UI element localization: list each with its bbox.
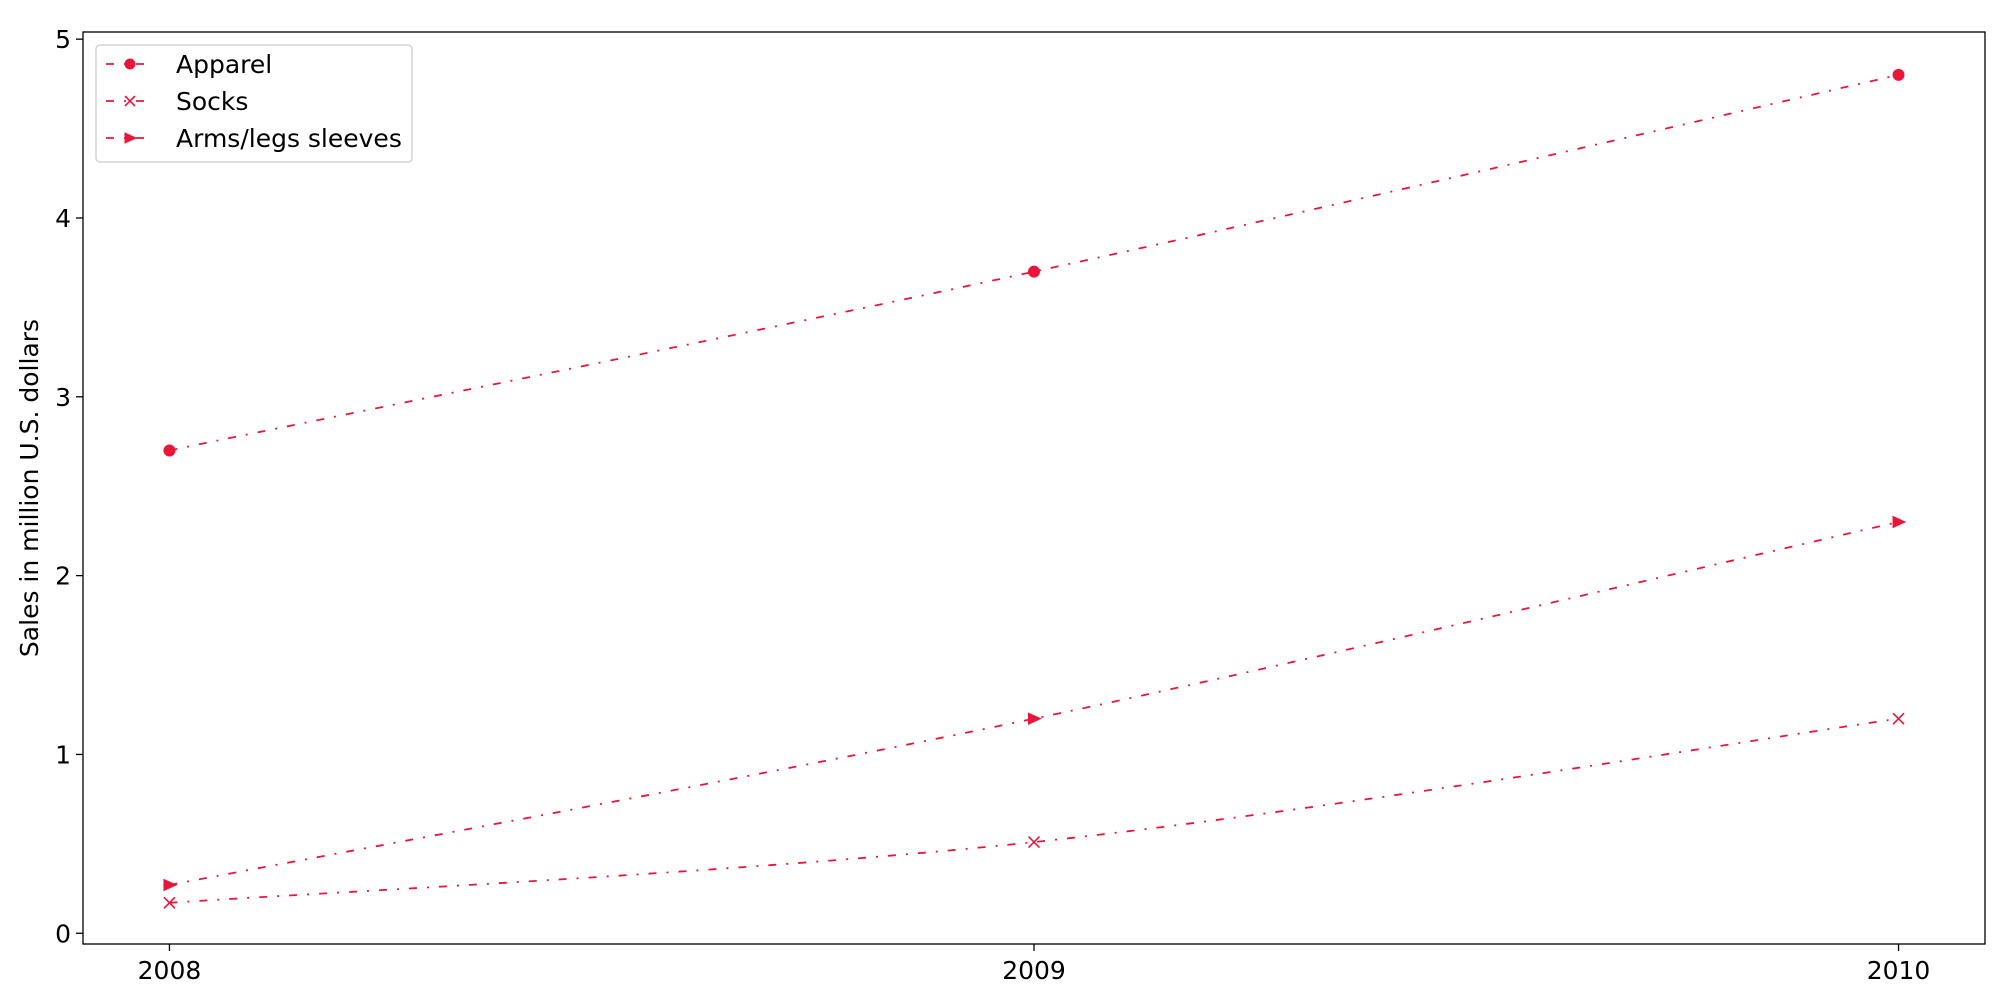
x-tick-label: 2010: [1867, 956, 1931, 985]
legend-item: Arms/legs sleeves: [106, 124, 402, 153]
series-line: [169, 717, 1899, 904]
series-apparel: [163, 68, 1905, 457]
y-tick-label: 0: [55, 919, 71, 948]
legend-item: Apparel: [106, 50, 272, 79]
y-tick-label: 1: [55, 740, 71, 769]
data-point: [1892, 515, 1907, 529]
x-tick-label: 2009: [1002, 956, 1066, 985]
data-point: [124, 132, 138, 144]
data-point: [124, 95, 136, 107]
y-tick-label: 3: [55, 383, 71, 412]
series-arms-legs-sleeves: [163, 515, 1907, 892]
plot-area-frame: [82, 31, 1986, 945]
data-point: [1027, 836, 1041, 849]
y-axis: 0 1 2 3 4 5: [55, 25, 83, 948]
y-tick-label: 4: [55, 204, 71, 233]
series-socks: [163, 712, 1905, 909]
legend-label: Arms/legs sleeves: [176, 124, 402, 153]
data-point: [124, 58, 136, 70]
legend: Apparel Socks Arms/legs sleeves: [95, 44, 413, 163]
series-line: [169, 521, 1899, 886]
x-axis: 2008 2009 2010: [138, 944, 1931, 985]
y-tick-label: 2: [55, 562, 71, 591]
data-point: [1892, 712, 1905, 725]
legend-item: Socks: [106, 87, 248, 116]
data-point: [163, 878, 178, 892]
x-tick-label: 2008: [138, 956, 202, 985]
legend-box: [95, 44, 413, 163]
data-point: [163, 444, 176, 457]
legend-label: Socks: [176, 87, 248, 116]
legend-label: Apparel: [176, 50, 272, 79]
data-point: [1028, 265, 1040, 278]
series-line: [169, 74, 1899, 452]
data-point: [1028, 712, 1042, 725]
data-point: [1892, 68, 1905, 81]
y-axis-title: Sales in million U.S. dollars: [15, 319, 44, 657]
y-tick-label: 5: [55, 25, 71, 54]
series-layer: [163, 68, 1907, 909]
data-point: [163, 896, 176, 909]
